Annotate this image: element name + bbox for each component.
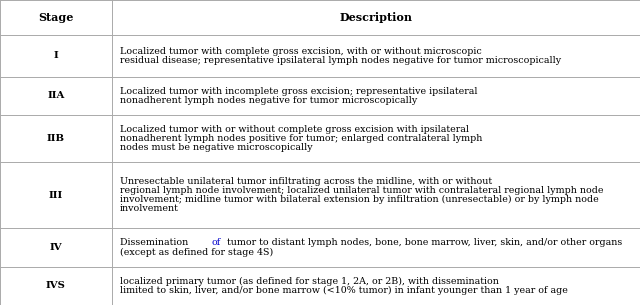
Text: residual disease; representative ipsilateral lymph nodes negative for tumor micr: residual disease; representative ipsilat… bbox=[120, 56, 561, 65]
Text: Localized tumor with complete gross excision, with or without microscopic: Localized tumor with complete gross exci… bbox=[120, 47, 481, 56]
Text: Unresectable unilateral tumor infiltrating across the midline, with or without: Unresectable unilateral tumor infiltrati… bbox=[120, 177, 492, 186]
Text: involvement: involvement bbox=[120, 204, 179, 213]
Text: Localized tumor with or without complete gross excision with ipsilateral: Localized tumor with or without complete… bbox=[120, 125, 468, 134]
Text: IV: IV bbox=[50, 243, 62, 252]
Text: Dissemination: Dissemination bbox=[120, 239, 191, 247]
Text: IIA: IIA bbox=[47, 91, 65, 100]
Bar bbox=[0, 0, 640, 35]
Text: I: I bbox=[54, 51, 58, 60]
Text: nonadherent lymph nodes positive for tumor; enlarged contralateral lymph: nonadherent lymph nodes positive for tum… bbox=[120, 134, 482, 143]
Text: IIB: IIB bbox=[47, 134, 65, 143]
Text: Localized tumor with incomplete gross excision; representative ipsilateral: Localized tumor with incomplete gross ex… bbox=[120, 87, 477, 96]
Text: nonadherent lymph nodes negative for tumor microscopically: nonadherent lymph nodes negative for tum… bbox=[120, 96, 417, 105]
Text: IVS: IVS bbox=[46, 281, 66, 290]
Text: localized primary tumor (as defined for stage 1, 2A, or 2B), with dissemination: localized primary tumor (as defined for … bbox=[120, 277, 499, 286]
Text: nodes must be negative microscopically: nodes must be negative microscopically bbox=[120, 143, 312, 152]
Text: limited to skin, liver, and/or bone marrow (<10% tumor) in infant younger than 1: limited to skin, liver, and/or bone marr… bbox=[120, 286, 568, 295]
Text: involvement; midline tumor with bilateral extension by infiltration (unresectabl: involvement; midline tumor with bilatera… bbox=[120, 195, 598, 204]
Text: regional lymph node involvement; localized unilateral tumor with contralateral r: regional lymph node involvement; localiz… bbox=[120, 186, 603, 195]
Text: (except as defined for stage 4S): (except as defined for stage 4S) bbox=[120, 248, 273, 257]
Text: tumor to distant lymph nodes, bone, bone marrow, liver, skin, and/or other organ: tumor to distant lymph nodes, bone, bone… bbox=[223, 239, 622, 247]
Text: Description: Description bbox=[339, 12, 413, 23]
Text: Stage: Stage bbox=[38, 12, 74, 23]
Text: of: of bbox=[212, 239, 221, 247]
Text: III: III bbox=[49, 191, 63, 199]
